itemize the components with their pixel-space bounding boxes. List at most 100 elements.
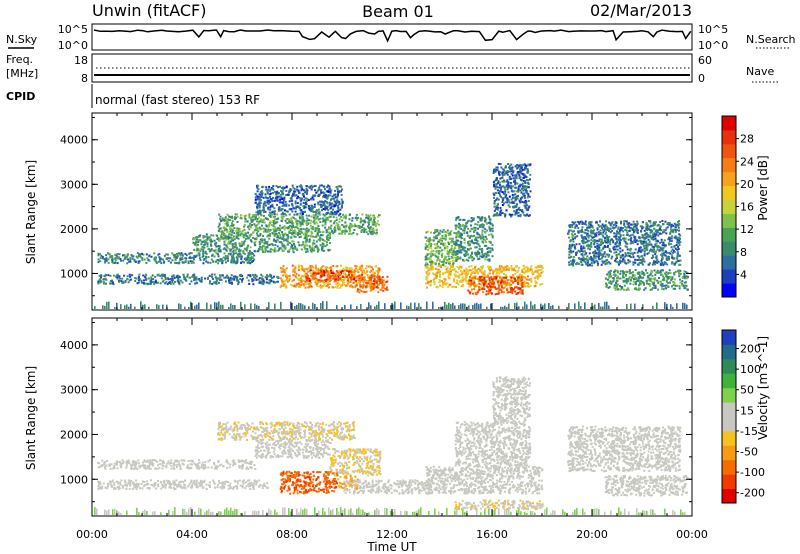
echo-cell <box>444 234 447 237</box>
ground-scatter <box>162 304 164 309</box>
echo-cell <box>321 209 323 212</box>
echo-cell <box>527 283 530 286</box>
echo-cell <box>498 275 501 278</box>
echo-cell <box>279 198 282 201</box>
echo-cell <box>361 286 364 289</box>
echo-cell <box>446 229 449 232</box>
ground-scatter <box>418 303 420 309</box>
echo-cell <box>241 274 244 277</box>
echo-cell <box>332 222 335 225</box>
echo-cell <box>308 244 311 247</box>
echo-cell <box>184 278 187 281</box>
ground-scatter <box>476 302 478 309</box>
echo-cell <box>301 275 304 278</box>
echo-cell <box>519 170 522 173</box>
echo-cell <box>319 284 322 287</box>
echo-cell <box>319 217 322 220</box>
echo-cell <box>174 254 177 257</box>
echo-cell <box>529 267 532 270</box>
echo-cell <box>339 228 342 231</box>
echo-cell <box>275 218 277 221</box>
echo-cell <box>231 231 234 234</box>
echo-cell <box>511 280 514 283</box>
echo-cell <box>253 254 256 257</box>
echo-cell <box>517 190 520 193</box>
echo-cell <box>191 275 194 278</box>
echo-cell <box>426 253 429 256</box>
echo-cell <box>430 250 433 253</box>
echo-cell <box>224 258 227 261</box>
echo-cell <box>254 192 257 195</box>
ground-scatter <box>480 303 482 309</box>
echo-cell <box>431 267 434 270</box>
echo-cell <box>328 213 331 216</box>
echo-cell <box>104 273 107 276</box>
ground-scatter <box>300 303 302 309</box>
echo-cell <box>321 265 323 268</box>
echo-cell <box>351 275 354 278</box>
echo-cell <box>254 198 257 201</box>
echo-cell <box>386 280 389 283</box>
echo-cell <box>336 196 339 199</box>
echo-cell <box>322 208 325 210</box>
echo-cell <box>223 220 226 223</box>
echo-cell <box>282 235 285 238</box>
echo-cell <box>447 250 450 253</box>
echo-cell <box>250 256 253 259</box>
echo-cell <box>233 278 236 281</box>
echo-cell <box>204 250 207 253</box>
echo-cell <box>140 279 143 282</box>
echo-cell <box>429 245 432 248</box>
echo-cell <box>263 241 265 244</box>
echo-cell <box>205 260 208 263</box>
echo-cell <box>540 269 543 271</box>
echo-cell <box>231 215 233 218</box>
power-cells <box>91 112 693 311</box>
echo-cell <box>472 242 475 245</box>
echo-cell <box>435 277 438 280</box>
echo-cell <box>511 174 514 177</box>
echo-cell <box>238 230 241 232</box>
ground-scatter <box>458 305 460 309</box>
echo-cell <box>253 258 256 261</box>
echo-cell <box>326 275 329 278</box>
echo-cell <box>452 280 455 283</box>
ground-scatter <box>666 303 668 309</box>
echo-cell <box>484 239 487 242</box>
echo-cell <box>148 255 151 258</box>
echo-cell <box>340 185 343 188</box>
echo-cell <box>304 203 307 206</box>
echo-cell <box>354 223 356 226</box>
echo-cell <box>512 288 515 291</box>
echo-cell <box>371 274 374 277</box>
echo-cell <box>181 257 184 259</box>
echo-cell <box>322 217 325 220</box>
echo-cell <box>360 285 363 288</box>
echo-cell <box>233 238 236 241</box>
echo-cell <box>451 285 454 288</box>
echo-cell <box>668 269 671 272</box>
echo-cell <box>258 216 261 219</box>
echo-cell <box>341 224 344 226</box>
echo-cell <box>313 236 316 238</box>
echo-cell <box>531 270 534 273</box>
echo-cell <box>500 291 503 294</box>
echo-cell <box>301 210 304 213</box>
echo-cell <box>356 290 359 293</box>
echo-cell <box>238 242 241 245</box>
echo-cell <box>306 217 309 220</box>
noise-right-tick-top: 10^5 <box>698 23 728 36</box>
echo-cell <box>322 192 325 194</box>
echo-cell <box>506 287 509 290</box>
echo-cell <box>355 267 358 270</box>
echo-cell <box>432 250 435 252</box>
echo-cell <box>145 253 148 256</box>
echo-cell <box>361 273 364 276</box>
echo-cell <box>471 235 474 238</box>
echo-cell <box>229 252 232 255</box>
echo-cell <box>441 237 444 240</box>
echo-cell <box>223 252 226 255</box>
echo-cell <box>311 265 314 268</box>
echo-cell <box>198 253 201 256</box>
echo-cell <box>504 276 506 279</box>
